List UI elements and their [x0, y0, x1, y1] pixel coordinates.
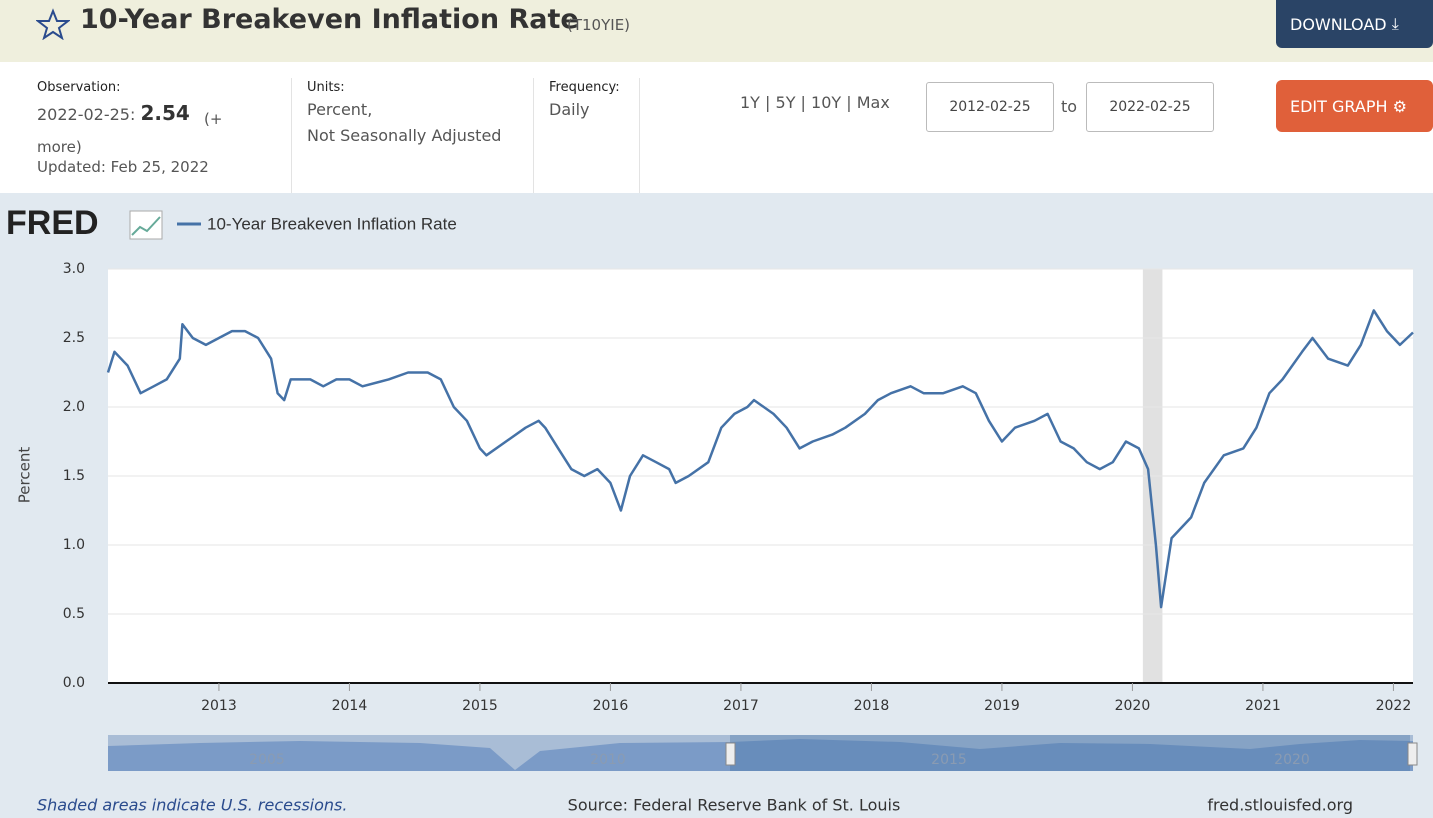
- edit-graph-button[interactable]: EDIT GRAPH ⚙: [1276, 80, 1433, 132]
- units-line: Percent,: [307, 100, 373, 119]
- y-tick-label: 0.0: [63, 675, 85, 691]
- start-date-input[interactable]: 2012-02-25: [926, 82, 1054, 132]
- footer-note: Shaded areas indicate U.S. recessions.: [37, 796, 347, 815]
- range-links: 1Y | 5Y | 10Y | Max: [740, 93, 890, 112]
- observation-date: 2022-02-25:: [37, 105, 136, 124]
- range-link[interactable]: 1Y: [740, 93, 760, 112]
- x-tick-label: 2018: [854, 698, 890, 714]
- separator: [639, 78, 640, 193]
- data-line: [106, 309, 1414, 609]
- navigator-selection[interactable]: [730, 735, 1410, 771]
- x-tick-label: 2013: [201, 698, 237, 714]
- observation-label: Observation:: [37, 80, 121, 95]
- y-tick-label: 0.5: [63, 606, 85, 622]
- title: 10-Year Breakeven Inflation Rate: [80, 4, 579, 35]
- x-tick-label: 2022: [1376, 698, 1412, 714]
- navigator-label: 2005: [249, 752, 285, 768]
- footer-source: Source: Federal Reserve Bank of St. Loui…: [568, 796, 901, 815]
- range-link[interactable]: Max: [856, 93, 890, 112]
- x-tick-label: 2020: [1115, 698, 1151, 714]
- navigator-label: 2020: [1274, 752, 1310, 768]
- end-date-input[interactable]: 2022-02-25: [1086, 82, 1214, 132]
- updated: Updated: Feb 25, 2022: [37, 158, 209, 176]
- legend-label: 10-Year Breakeven Inflation Rate: [207, 214, 457, 233]
- x-tick-label: 2019: [984, 698, 1020, 714]
- header-bar: [0, 0, 1433, 62]
- navigator-handle[interactable]: [725, 742, 736, 766]
- y-tick-label: 3.0: [63, 261, 85, 277]
- separator: [291, 78, 292, 193]
- units-line: Not Seasonally Adjusted: [307, 126, 502, 145]
- frequency: Daily: [549, 100, 590, 119]
- y-tick-label: 2.0: [63, 399, 85, 415]
- x-tick-label: 2016: [593, 698, 629, 714]
- x-tick-label: 2014: [332, 698, 368, 714]
- x-tick-label: 2015: [462, 698, 498, 714]
- observation-value: 2.54: [140, 101, 190, 125]
- end-date: 2022-02-25: [1109, 99, 1191, 115]
- x-tick-label: 2021: [1245, 698, 1281, 714]
- navigator-area: [108, 739, 1413, 771]
- to-label: to: [1061, 97, 1078, 116]
- logo-icon: [129, 210, 163, 240]
- download-text: DOWNLOAD: [1290, 14, 1387, 34]
- more-link[interactable]: (+ more): [37, 110, 223, 156]
- navigator-label: 2010: [590, 752, 626, 768]
- chart: FRED Percent Shaded areas indicate U.S. …: [0, 193, 1433, 818]
- y-tick-label: 2.5: [63, 330, 85, 346]
- frequency-label: Frequency:: [549, 80, 620, 95]
- download-button[interactable]: DOWNLOAD ⤓: [1276, 0, 1433, 48]
- x-tick-label: 2017: [723, 698, 759, 714]
- navigator-handle[interactable]: [1407, 742, 1418, 766]
- footer-site: fred.stlouisfed.org: [1207, 796, 1353, 815]
- star-icon[interactable]: [36, 8, 70, 40]
- separator: [533, 78, 534, 193]
- y-tick-label: 1.5: [63, 468, 85, 484]
- logo-icon-line: [131, 216, 161, 236]
- navigator-label: 2015: [931, 752, 967, 768]
- edit-graph-text: EDIT GRAPH: [1290, 96, 1388, 116]
- range-link[interactable]: 10Y: [811, 93, 842, 112]
- y-axis-label: Percent: [16, 447, 34, 504]
- units-label: Units:: [307, 80, 345, 95]
- range-link[interactable]: 5Y: [775, 93, 796, 112]
- logo: FRED: [6, 204, 99, 242]
- series-id: (T10YIE): [567, 16, 631, 34]
- y-tick-label: 1.0: [63, 537, 85, 553]
- start-date: 2012-02-25: [949, 99, 1031, 115]
